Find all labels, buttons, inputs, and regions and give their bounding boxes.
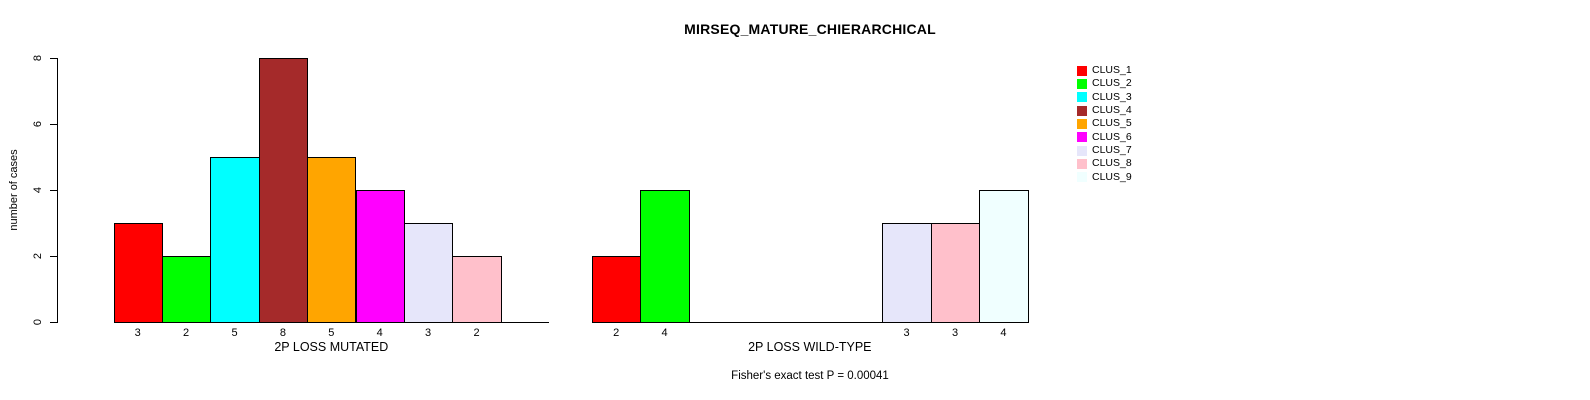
legend-swatch xyxy=(1077,78,1087,89)
legend-swatch xyxy=(1077,105,1087,116)
bar-clus_8 xyxy=(452,256,502,323)
legend-item: CLUS_5 xyxy=(1077,117,1132,130)
bar-clus_8 xyxy=(930,223,981,323)
legend-swatch xyxy=(1077,132,1087,143)
bar-clus_1 xyxy=(592,256,642,323)
legend-label: CLUS_4 xyxy=(1092,104,1132,117)
x-axis-label-wildtype: 2P LOSS WILD-TYPE xyxy=(748,340,872,354)
legend-item: CLUS_1 xyxy=(1077,64,1132,77)
x-axis-label-mutated: 2P LOSS MUTATED xyxy=(274,340,389,354)
legend-item: CLUS_4 xyxy=(1077,104,1132,117)
bar-value-label: 8 xyxy=(279,327,286,339)
legend-label: CLUS_8 xyxy=(1092,157,1132,170)
bar-clus_5 xyxy=(307,157,357,323)
bar-value-label: 3 xyxy=(903,327,910,339)
legend-item: CLUS_6 xyxy=(1077,131,1132,144)
bar-clus_4 xyxy=(258,58,309,323)
bar-clus_7 xyxy=(403,223,454,323)
legend-item: CLUS_7 xyxy=(1077,144,1132,157)
legend-label: CLUS_5 xyxy=(1092,117,1132,130)
bar-value-label: 4 xyxy=(376,327,383,339)
bar-value-label: 3 xyxy=(425,327,432,339)
y-axis-line xyxy=(57,58,58,323)
legend-swatch xyxy=(1077,158,1087,169)
bar-value-label: 2 xyxy=(473,327,480,339)
bar-value-label: 3 xyxy=(134,327,141,339)
bar-value-label: 4 xyxy=(661,327,668,339)
y-axis-tick xyxy=(50,322,57,323)
y-axis-tick-label: 0 xyxy=(32,318,44,326)
bar-value-label: 3 xyxy=(951,327,959,339)
y-axis-tick-label: 2 xyxy=(32,252,44,260)
legend-swatch xyxy=(1077,65,1087,76)
y-axis-tick xyxy=(50,256,57,257)
legend-label: CLUS_9 xyxy=(1092,170,1132,183)
x-axis-line-wildtype xyxy=(592,322,1028,323)
bar-clus_2 xyxy=(640,190,690,323)
bar-clus_3 xyxy=(210,157,260,323)
legend-label: CLUS_2 xyxy=(1092,77,1132,90)
legend-swatch xyxy=(1077,118,1087,129)
y-axis-tick xyxy=(50,190,57,191)
legend-item: CLUS_9 xyxy=(1077,171,1132,184)
legend-item: CLUS_8 xyxy=(1077,157,1132,170)
bar-clus_2 xyxy=(161,256,212,323)
bar-value-label: 5 xyxy=(328,327,335,339)
y-axis-tick-label: 6 xyxy=(32,120,44,128)
chart-title: MIRSEQ_MATURE_CHIERARCHICAL xyxy=(684,21,936,37)
bar-value-label: 2 xyxy=(183,327,190,339)
legend-item: CLUS_2 xyxy=(1077,77,1132,90)
bar-value-label: 2 xyxy=(613,327,620,339)
legend-label: CLUS_3 xyxy=(1092,90,1132,103)
bar-clus_6 xyxy=(355,190,405,323)
legend-swatch xyxy=(1077,172,1087,183)
bar-clus_7 xyxy=(882,223,932,323)
legend-label: CLUS_1 xyxy=(1092,64,1132,77)
legend-label: CLUS_7 xyxy=(1092,144,1132,157)
y-axis-tick xyxy=(50,58,57,59)
legend-swatch xyxy=(1077,92,1087,103)
y-axis-label: number of cases xyxy=(8,149,20,231)
bar-clus_9 xyxy=(979,190,1029,323)
y-axis-tick-label: 8 xyxy=(32,54,44,62)
legend-item: CLUS_3 xyxy=(1077,91,1132,104)
bar-value-label: 4 xyxy=(1000,327,1007,339)
bar-clus_1 xyxy=(113,223,163,323)
legend-label: CLUS_6 xyxy=(1092,130,1132,143)
legend-swatch xyxy=(1077,145,1087,156)
fisher-test-annotation: Fisher's exact test P = 0.00041 xyxy=(731,370,889,382)
y-axis-tick-label: 4 xyxy=(32,186,44,194)
bar-value-label: 5 xyxy=(231,327,238,339)
y-axis-tick xyxy=(50,124,57,125)
legend: CLUS_1 CLUS_2 CLUS_3 CLUS_4 CLUS_5 CLUS_6 CLUS… xyxy=(1077,64,1132,184)
